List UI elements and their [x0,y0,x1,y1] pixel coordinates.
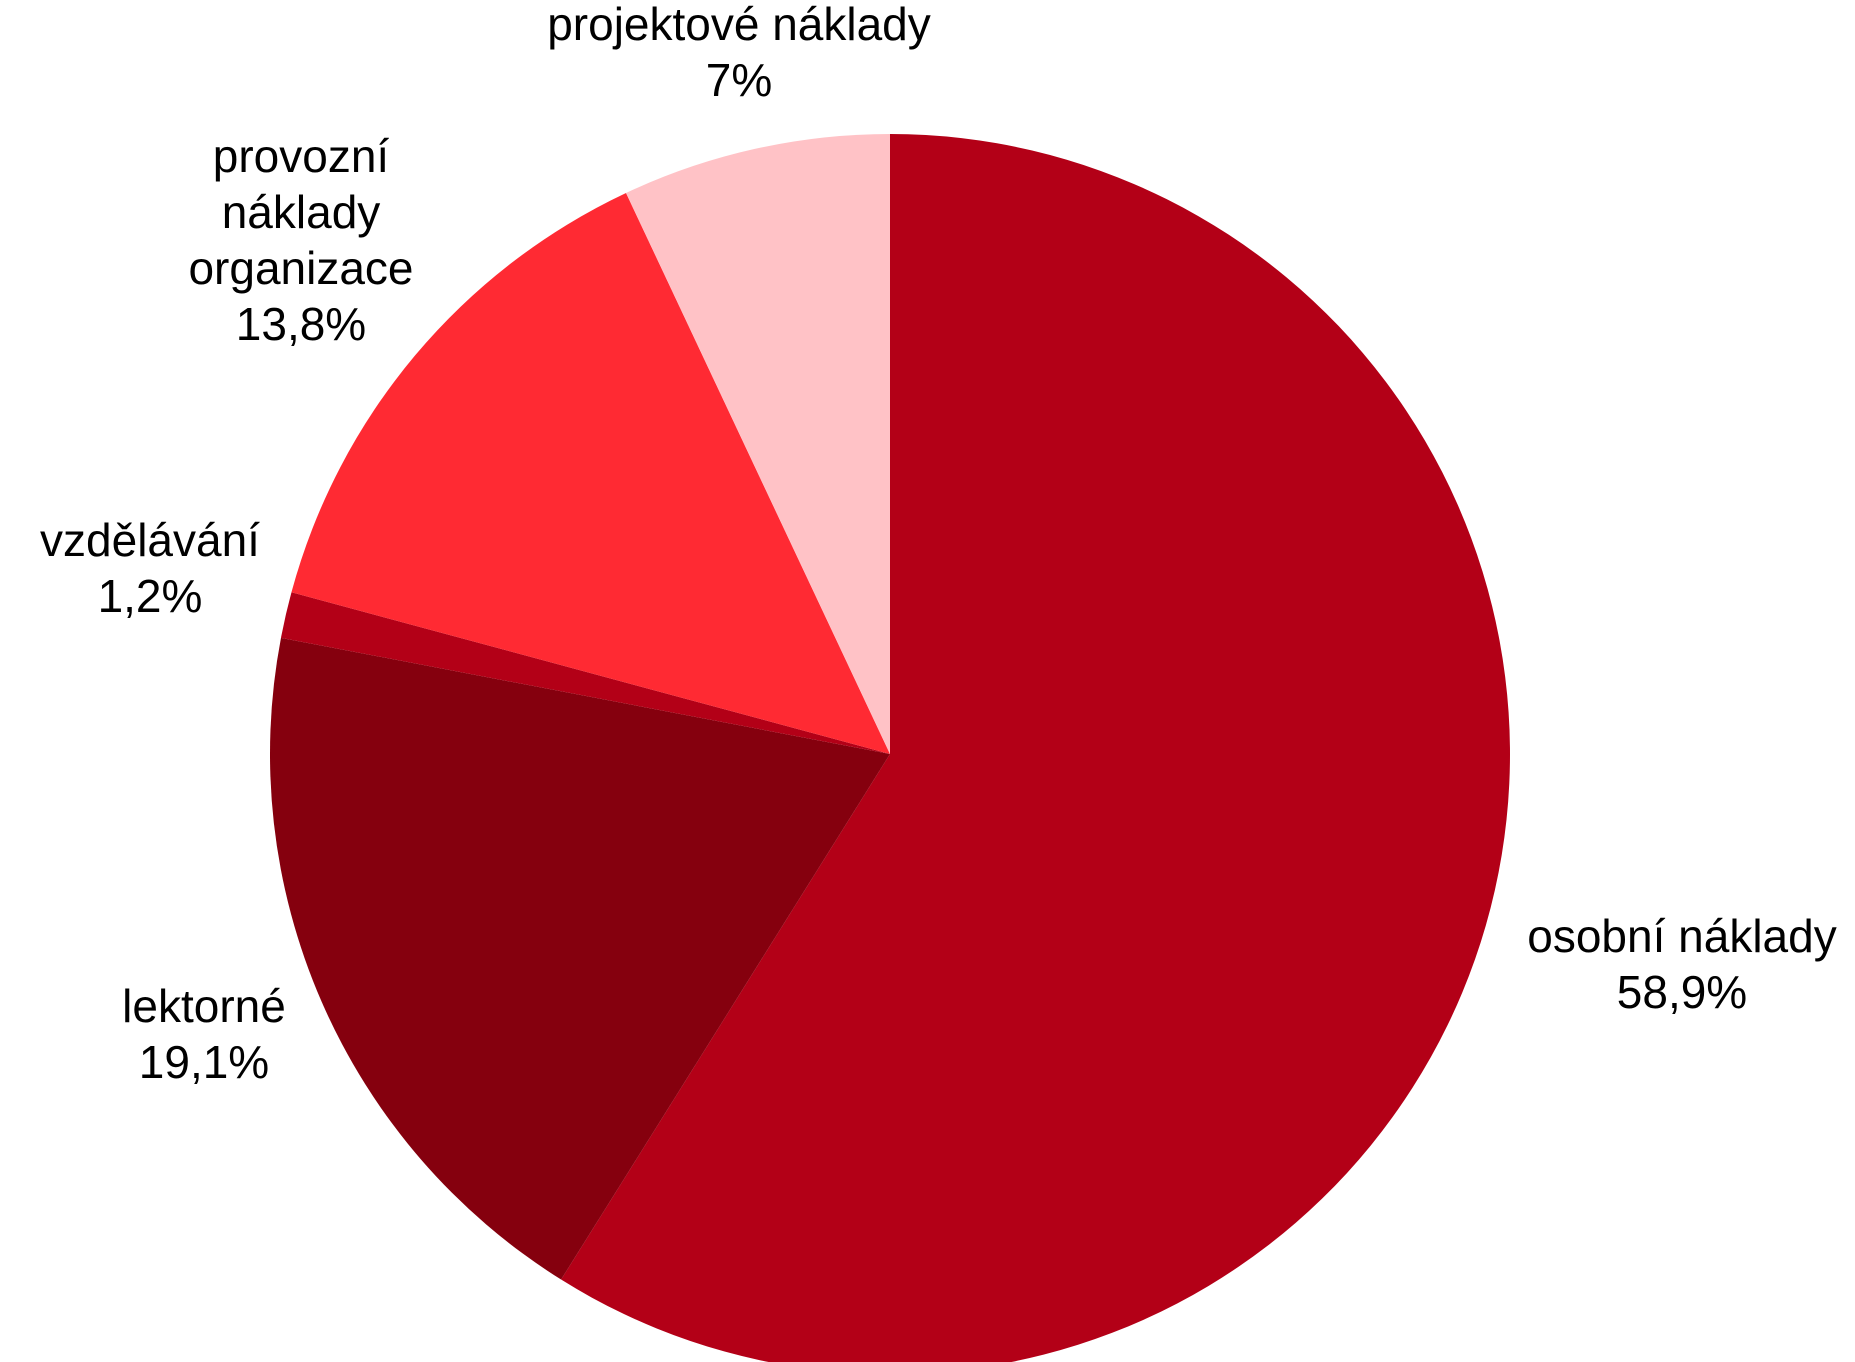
slice-category-label: organizace [188,242,413,294]
slice-category-label: lektorné [122,980,286,1032]
slice-value-label: 58,9% [1617,966,1747,1018]
slice-value-label: 13,8% [236,298,366,350]
slice-category-label: projektové náklady [547,0,931,50]
pie-slice-0 [561,134,1510,1362]
pie-slice-1 [269,637,890,1280]
slice-label-2: vzdělávání 1,2% [40,514,260,622]
slice-label-0: osobní náklady 58,9% [1527,910,1836,1018]
pie-slice-4 [626,134,890,754]
slice-category-label: náklady [222,186,381,238]
slice-label-4: projektové náklady 7% [547,0,931,106]
pie-labels: osobní náklady 58,9% lektorné 19,1% vzdělává… [40,0,1837,1088]
pie-slice-2 [280,592,891,754]
slice-category-label: vzdělávání [40,514,260,566]
slice-value-label: 7% [706,54,772,106]
slice-category-label: provozní [213,130,390,182]
slice-value-label: 1,2% [98,570,203,622]
pie-slices [269,134,1510,1362]
slice-label-1: lektorné 19,1% [122,980,286,1088]
slice-value-label: 19,1% [139,1036,269,1088]
slice-label-3: provozní náklady organizace 13,8% [188,130,413,350]
slice-category-label: osobní náklady [1527,910,1836,962]
pie-slice-3 [291,193,891,754]
